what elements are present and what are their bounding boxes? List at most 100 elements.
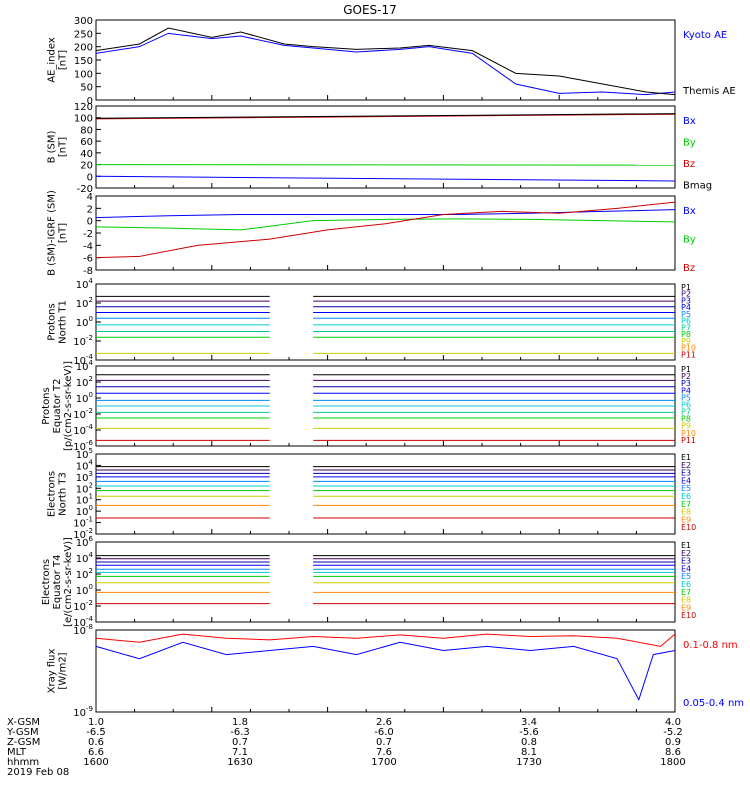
legend-entry: E5	[681, 572, 691, 581]
legend-entry: E7	[681, 588, 691, 597]
y-tick-label: 2	[87, 204, 93, 215]
y-tick-label: 0	[87, 96, 93, 107]
y-tick-label: 20	[80, 161, 93, 172]
footer-date: 2019 Feb 08	[7, 767, 69, 778]
y-tick-label: 10-8	[73, 623, 93, 637]
y-tick-label: 0	[87, 217, 93, 228]
y-axis-label: B (SM)-IGRF (SM)[nT]	[47, 190, 69, 276]
footer-value: 3.4	[521, 717, 537, 728]
legend-entry: E9	[681, 515, 691, 524]
y-axis-label: AE_index[nT]	[47, 37, 69, 83]
legend-entry: Bx	[683, 116, 696, 127]
legend-entry: E1	[681, 453, 691, 462]
y-tick-label: 100	[76, 391, 93, 405]
legend-entry: Themis AE	[682, 86, 736, 97]
footer-value: 0.9	[665, 737, 681, 748]
legend-entry: P11	[681, 436, 696, 445]
y-tick-label: 120	[74, 102, 93, 113]
series-line	[95, 633, 676, 647]
legend-entry: P5	[681, 310, 691, 319]
y-tick-label: 50	[80, 83, 93, 94]
footer-value: 0.7	[376, 737, 392, 748]
panel-frame	[95, 453, 676, 535]
panel-frame	[95, 629, 676, 713]
footer-value: 1700	[371, 757, 396, 768]
y-tick-label: 100	[76, 583, 93, 597]
y-tick-label: -8	[83, 266, 93, 277]
y-tick-label: 104	[76, 551, 94, 565]
legend-entry: P5	[681, 393, 691, 402]
y-tick-label: 104	[76, 359, 94, 373]
legend-entry: P11	[681, 350, 696, 359]
footer-value: 0.6	[88, 737, 104, 748]
legend-entry: E9	[681, 603, 691, 612]
panel-frame	[95, 541, 676, 623]
y-tick-label: 104	[76, 277, 94, 291]
legend-entry: P3	[681, 296, 691, 305]
y-tick-label: 250	[74, 29, 93, 40]
y-axis-label: B (SM)[nT]	[47, 130, 69, 163]
y-tick-label: 10-2	[73, 599, 93, 613]
legend-entry: E6	[681, 492, 691, 501]
footer-row-label: hhmm	[7, 757, 39, 768]
footer-value: -5.2	[663, 727, 683, 738]
legend-entry: E3	[681, 557, 691, 566]
figure-title: GOES-17	[343, 3, 397, 17]
legend-entry: E5	[681, 484, 691, 493]
footer-value: 8.1	[521, 747, 537, 758]
y-tick-label: 102	[76, 375, 93, 389]
legend-entry: P2	[681, 372, 691, 381]
panel-6: 10-210-1100101102103104105ElectronsNorth…	[47, 447, 697, 541]
footer-row-label: X-GSM	[7, 717, 40, 728]
legend-entry: P8	[681, 330, 691, 339]
footer-value: 4.0	[665, 717, 681, 728]
legend-entry: P2	[681, 290, 691, 299]
footer-value: 0.8	[521, 737, 537, 748]
y-tick-label: 100	[76, 315, 93, 329]
y-tick-label: 100	[74, 69, 93, 80]
legend-entry: P6	[681, 317, 691, 326]
footer-value: 1730	[516, 757, 541, 768]
legend-entry: P10	[681, 429, 696, 438]
y-tick-label: 40	[80, 149, 93, 160]
y-tick-label: -6	[83, 254, 93, 265]
y-tick-label: 10-2	[73, 334, 93, 348]
legend-entry: E4	[681, 476, 691, 485]
legend-entry: E3	[681, 469, 691, 478]
legend-entry: By	[683, 138, 696, 149]
legend-entry: P1	[681, 365, 691, 374]
footer-value: 1.8	[232, 717, 248, 728]
legend-entry: P7	[681, 408, 691, 417]
y-axis-label: Xray flux[W/m2]	[47, 649, 69, 694]
series-line	[95, 32, 676, 96]
legend-entry: E6	[681, 580, 691, 589]
y-tick-label: -20	[77, 184, 93, 195]
footer-value: 1630	[227, 757, 252, 768]
footer-row-label: Y-GSM	[6, 727, 39, 738]
legend-entry: By	[683, 235, 696, 246]
y-tick-label: 102	[76, 296, 93, 310]
legend-entry: P8	[681, 415, 691, 424]
footer-value: 1800	[660, 757, 685, 768]
legend-entry: Kyoto AE	[683, 30, 727, 41]
series-line	[95, 201, 676, 259]
y-tick-label: 10-2	[73, 407, 93, 421]
footer-value: 1600	[83, 757, 108, 768]
legend-entry: E10	[681, 523, 696, 532]
series-line	[95, 164, 676, 166]
legend-entry: E8	[681, 508, 691, 517]
y-tick-label: 150	[74, 56, 93, 67]
y-axis-label: ProtonsEquator T2[p/(cm2-s-sr-keV)]	[41, 361, 74, 451]
legend-entry: 0.05-0.4 nm	[683, 698, 744, 709]
y-tick-label: 102	[76, 567, 93, 581]
legend-entry: Bmag	[683, 181, 712, 192]
legend-entry: Bz	[683, 159, 695, 170]
legend-entry: E7	[681, 500, 691, 509]
y-tick-label: 100	[74, 114, 93, 125]
y-tick-label: 106	[76, 535, 94, 549]
y-tick-label: 200	[74, 43, 93, 54]
footer-value: 7.1	[232, 747, 248, 758]
